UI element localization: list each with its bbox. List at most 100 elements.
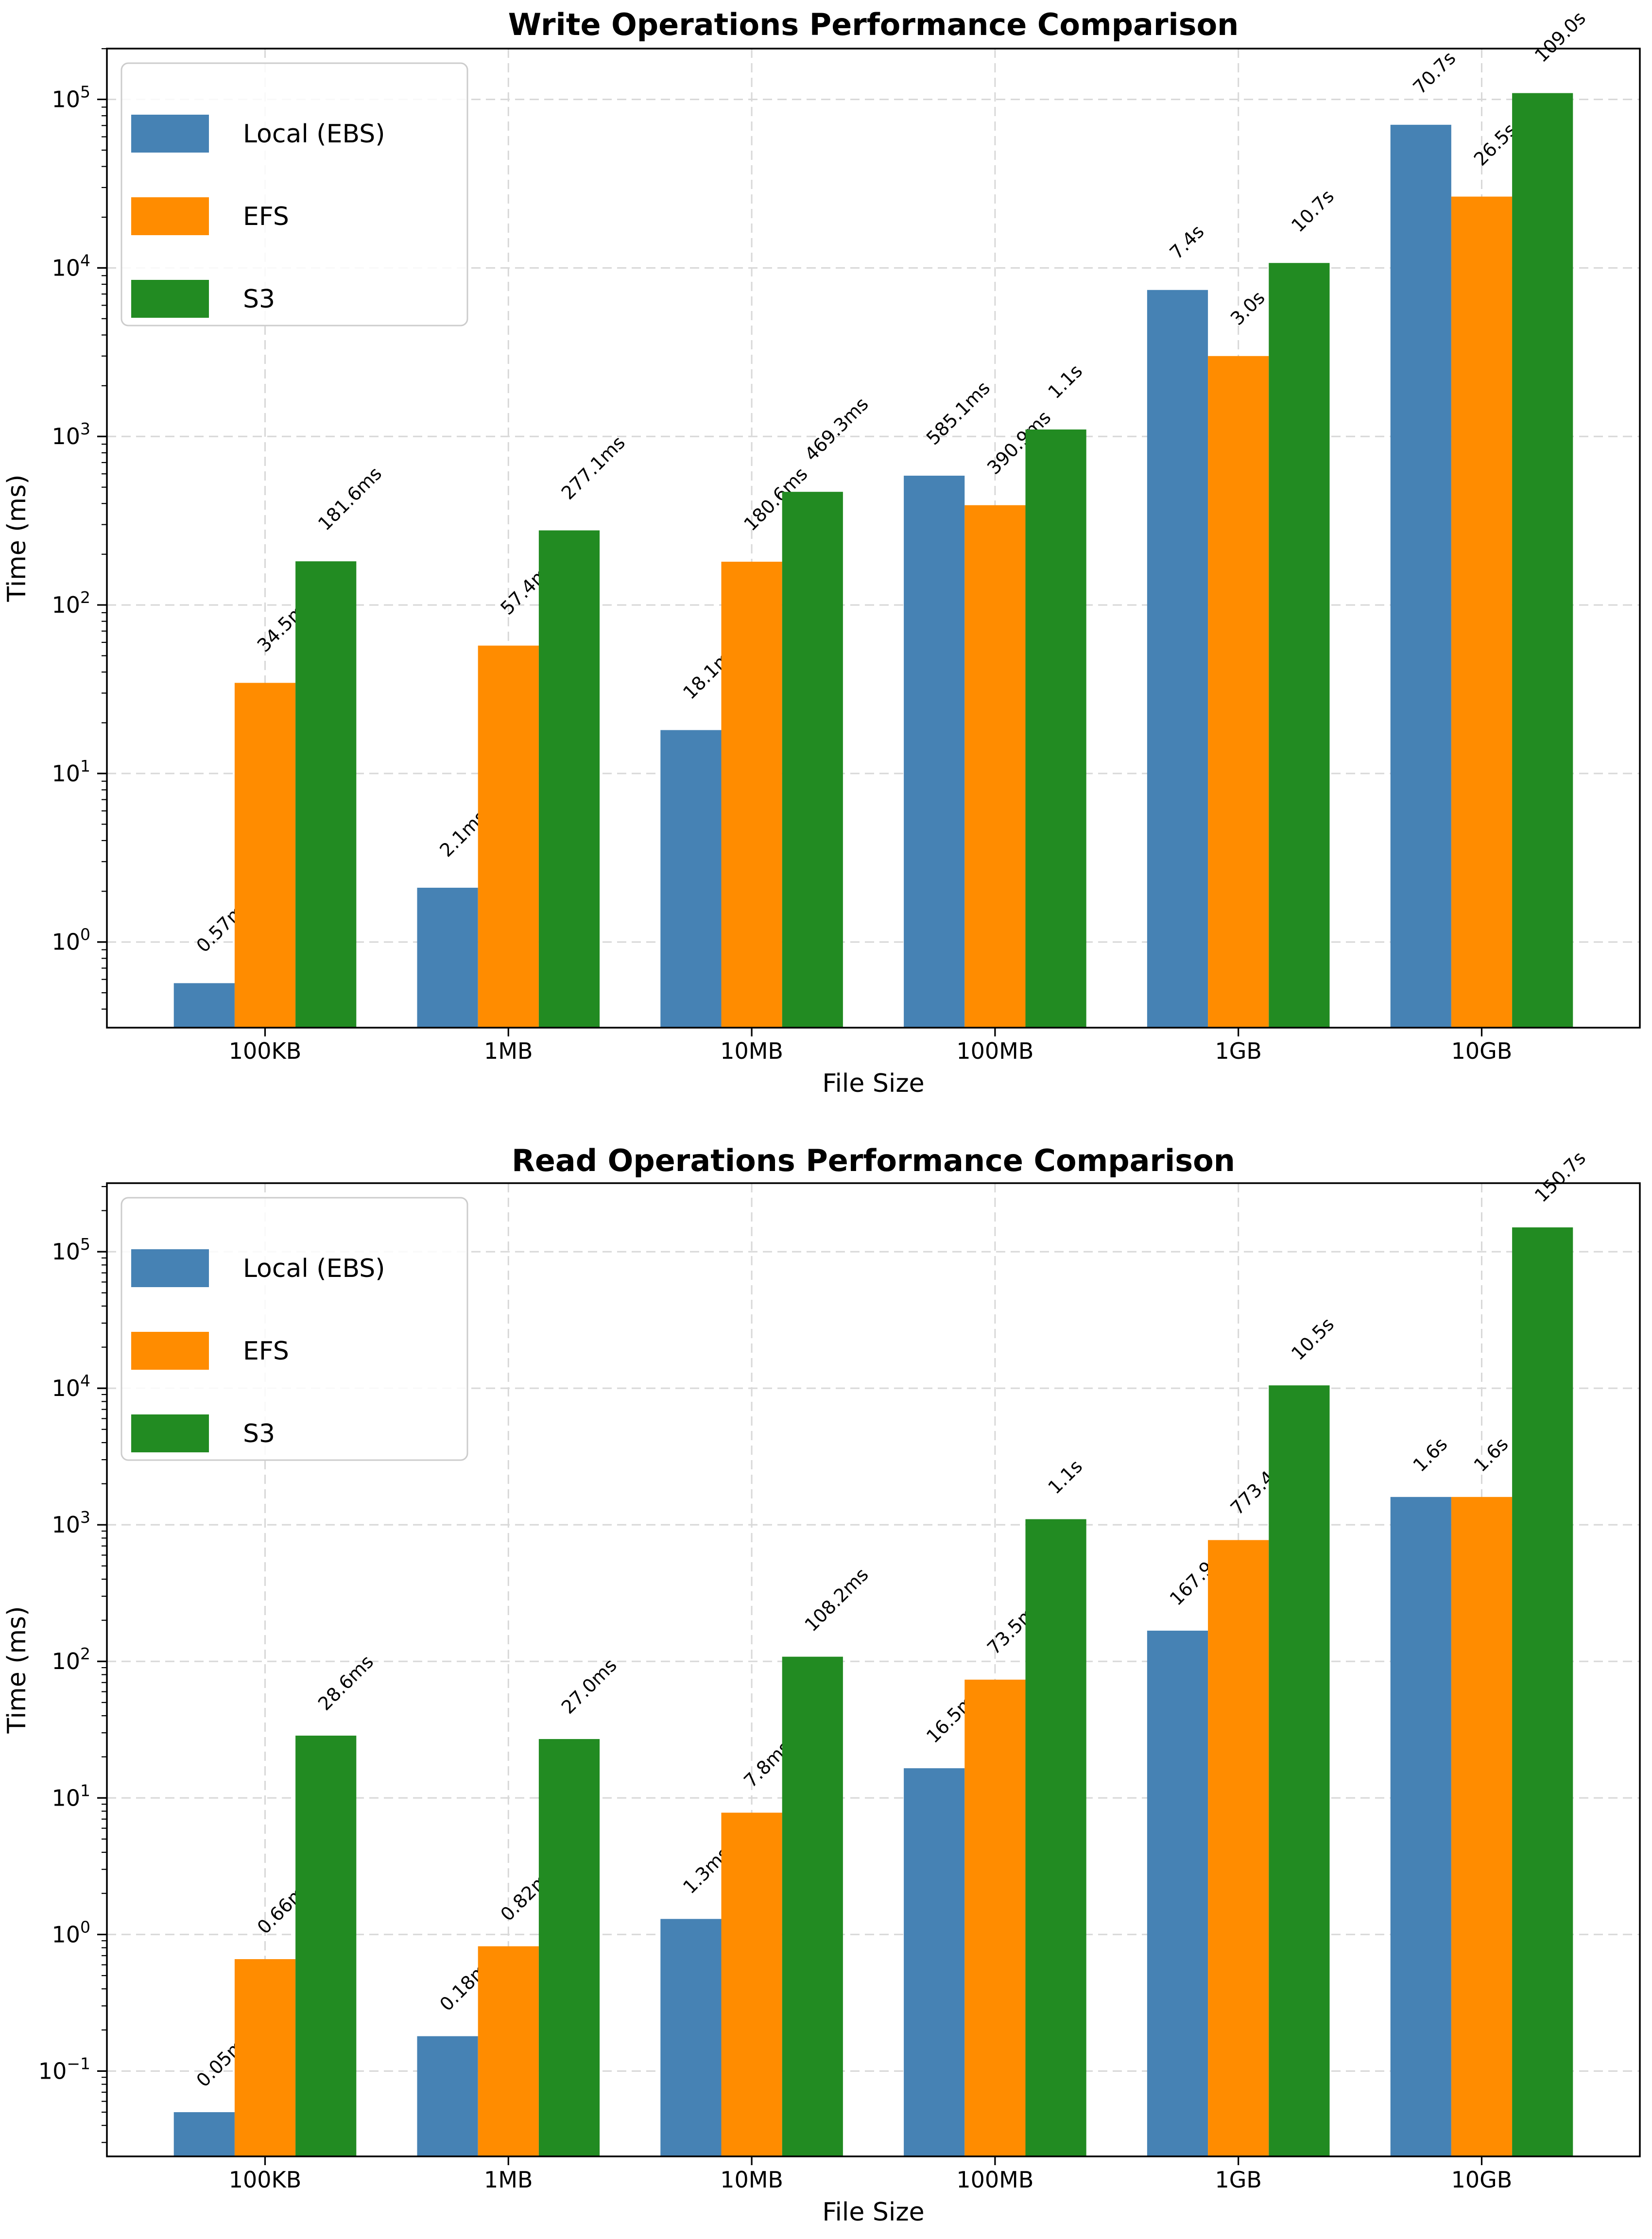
bar-value-label: 1.6s (1409, 1433, 1452, 1476)
plot-frame (106, 48, 1641, 1029)
bar-efs-1GB (1208, 1540, 1269, 2156)
bar-value-label: 1.6s (1470, 1433, 1513, 1476)
bar-s3-100MB (1025, 429, 1086, 1028)
bar-value-label: 27.0ms (557, 1654, 621, 1718)
bar-efs-100KB (234, 683, 296, 1028)
x-tick-label: 100KB (229, 1038, 302, 1064)
bar-local-10MB (660, 730, 722, 1028)
bar-value-label: 181.6ms (314, 463, 386, 534)
bar-local-100KB (173, 2112, 235, 2156)
x-tick-label: 10GB (1451, 1038, 1513, 1064)
bar-value-label: 1.1s (1044, 360, 1086, 403)
grid (107, 1183, 1640, 2156)
y-tick-label: 105 (52, 83, 90, 113)
bar-s3-1GB (1269, 1385, 1330, 2156)
bar-s3-100KB (295, 561, 357, 1028)
bar-s3-10MB (782, 492, 843, 1028)
y-tick-label: 104 (52, 1371, 90, 1401)
y-axis-label: Time (ms) (2, 474, 32, 602)
bar-value-label: 10.5s (1287, 1313, 1338, 1364)
y-tick-label: 105 (52, 1235, 90, 1265)
bar-value-label: 7.4s (1166, 221, 1208, 263)
bar-s3-10GB (1512, 93, 1573, 1028)
y-tick-label: 102 (52, 1644, 90, 1674)
legend-swatch-efs (131, 197, 209, 235)
x-tick-label: 1MB (484, 2167, 533, 2193)
bar-local-10GB (1390, 124, 1451, 1028)
bar-s3-1MB (538, 1739, 600, 2156)
grid (107, 49, 1640, 1028)
bar-value-label: 10.7s (1287, 186, 1338, 237)
bar-efs-100KB (234, 1959, 296, 2156)
legend-swatch-local (131, 1249, 209, 1287)
legend-label: EFS (243, 202, 289, 231)
x-tick-label: 1GB (1215, 2167, 1261, 2193)
legend-label: S3 (243, 1419, 275, 1448)
bar-local-100KB (173, 983, 235, 1028)
bar-value-label: 1.1s (1044, 1456, 1086, 1498)
bar-local-100MB (904, 1768, 965, 2156)
y-axis-ticks: 10−1 100 101 102 103 104 105 (38, 1186, 107, 2143)
bar-local-100MB (904, 475, 965, 1028)
y-axis-ticks: 100 101 102 103 104 105 (52, 48, 107, 1010)
y-tick-label: 104 (52, 251, 90, 281)
bar-local-1GB (1147, 290, 1208, 1028)
bar-value-label: 3.0s (1226, 287, 1269, 329)
bar-local-10MB (660, 1919, 722, 2156)
bar-s3-100KB (295, 1736, 357, 2156)
chart-title: Write Operations Performance Comparison (508, 7, 1239, 42)
series-s3: 28.6ms 27.0ms 108.2ms 1.1s 10.5s 150.7s (295, 1147, 1590, 2156)
y-tick-label: 100 (52, 1917, 90, 1947)
x-tick-label: 10MB (720, 1038, 783, 1064)
legend-swatch-efs (131, 1332, 209, 1370)
bar-efs-1MB (478, 645, 539, 1028)
bar-local-1GB (1147, 1630, 1208, 2156)
bar-value-label: 585.1ms (922, 377, 994, 449)
y-tick-label: 101 (52, 1781, 90, 1811)
x-axis-ticks: 100KB 1MB 10MB 100MB 1GB 10GB (229, 2156, 1513, 2193)
y-tick-label: 101 (52, 757, 90, 787)
x-tick-label: 1GB (1215, 1038, 1261, 1064)
bar-s3-1MB (538, 530, 600, 1028)
legend: Local (EBS) EFS S3 (120, 1197, 468, 1461)
read-chart: 0.05ms0.18ms1.3ms16.5ms167.9ms1.6s0.66ms… (2, 1143, 1641, 2227)
bar-s3-100MB (1025, 1519, 1086, 2156)
legend-label: S3 (243, 285, 275, 314)
x-tick-label: 10MB (720, 2167, 783, 2193)
plot-frame (106, 1182, 1641, 2157)
bar-efs-100MB (964, 505, 1026, 1028)
bar-value-label: 108.2ms (801, 1564, 873, 1636)
bar-efs-1MB (478, 1946, 539, 2156)
bar-efs-1GB (1208, 356, 1269, 1028)
bar-s3-10MB (782, 1656, 843, 2156)
legend-label: Local (EBS) (243, 120, 385, 149)
bar-efs-10GB (1451, 1497, 1513, 2156)
legend-swatch-s3 (131, 1414, 209, 1452)
bar-value-label: 150.7s (1531, 1147, 1590, 1206)
x-axis-label: File Size (822, 2198, 924, 2227)
x-tick-label: 100MB (956, 1038, 1033, 1064)
legend-label: EFS (243, 1337, 289, 1366)
legend-swatch-s3 (131, 280, 209, 318)
bar-local-10GB (1390, 1497, 1451, 2156)
legend-label: Local (EBS) (243, 1254, 385, 1283)
bar-efs-100MB (964, 1679, 1026, 2156)
y-tick-label: 100 (52, 925, 90, 955)
x-axis-ticks: 100KB 1MB 10MB 100MB 1GB 10GB (229, 1028, 1513, 1064)
bar-value-label: 70.7s (1409, 47, 1460, 98)
bar-local-1MB (417, 887, 478, 1028)
legend: Local (EBS) EFS S3 (120, 62, 468, 327)
chart-title: Read Operations Performance Comparison (512, 1143, 1235, 1178)
x-tick-label: 100KB (229, 2167, 302, 2193)
y-tick-label: 102 (52, 588, 90, 618)
y-tick-label: 103 (52, 419, 90, 449)
bar-efs-10MB (721, 562, 782, 1028)
x-tick-label: 100MB (956, 2167, 1033, 2193)
bar-value-label: 469.3ms (801, 393, 873, 465)
y-tick-label: 103 (52, 1508, 90, 1538)
x-tick-label: 10GB (1451, 2167, 1513, 2193)
bar-local-1MB (417, 2036, 478, 2156)
bar-efs-10MB (721, 1812, 782, 2156)
